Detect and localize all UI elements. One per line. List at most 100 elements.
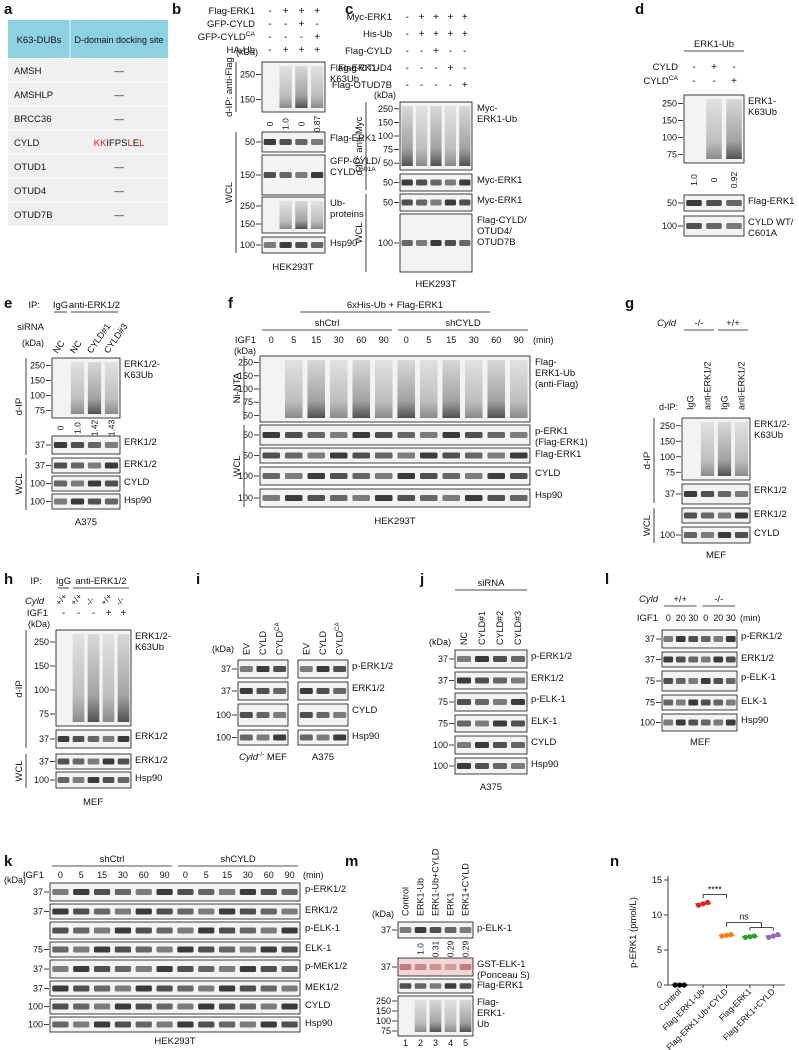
blot-band [688,719,699,726]
site-residue: E [133,138,139,149]
text-sup: CA [274,621,281,631]
blot-label: p-ERK1 [535,426,568,437]
blot-band [117,758,130,765]
blot-band [263,242,277,248]
blot-smear [726,99,742,159]
blot-band [135,1021,152,1028]
lane-label: EV [301,643,311,655]
condition-sign: - [284,32,287,43]
blot-band [256,688,270,694]
time-point: 15 [311,335,321,345]
condition-name: IGF1 [27,608,48,619]
group-label: ERK1-Ub [694,39,734,50]
dub-name: OTUD7B [14,210,53,221]
lane-number: 1 [403,1038,408,1048]
blot-band [713,719,724,726]
blot-band [700,532,715,538]
blot-band [706,200,722,206]
blot [49,959,301,979]
panel-label: j [419,571,424,588]
blot-band [239,666,253,672]
mw-marker: 50 [383,198,393,208]
blot-band [102,736,115,742]
blot-band [281,1021,298,1028]
condition-sign: - [62,608,65,619]
mw-marker: 37 [33,964,43,974]
time-point: 60 [264,870,274,880]
blot-label: ERK1/2 [754,509,787,520]
blot-band [73,889,90,895]
blot-label: ERK1/2- [754,419,790,430]
mw-marker: 100 [433,761,448,771]
blot-band [307,495,326,501]
blot [661,629,738,649]
blot-band [352,473,371,479]
genotype-label: Cyld [25,596,45,607]
condition-sign: - [315,19,318,30]
blot-label: (Ponceau S) [477,970,530,981]
blot-band [281,946,298,953]
blot-smear [102,634,115,722]
blot-band [415,240,428,246]
blot-band [444,964,457,970]
blot-band [198,1003,215,1010]
blot-smear [429,1000,442,1032]
blot [49,980,301,997]
blot-band [156,908,173,915]
condition-sign: - [420,46,423,57]
side-label: d-IP [14,680,25,697]
condition-sign: - [406,63,409,74]
y-tick-label: 15 [652,875,662,885]
blot-band [444,927,457,933]
blot-band [474,656,490,662]
condition-sign: - [449,80,452,91]
lane-label: CYLDCA [334,621,345,655]
blot-band [102,777,115,783]
blot-label: p-ELK-1 [531,694,566,705]
text-tail: MEF [264,752,287,763]
mw-marker: 75 [438,719,448,729]
blot-band [93,1003,111,1010]
blot-band [509,473,528,479]
blot-band [725,719,736,726]
blot-band [72,758,85,765]
blot-band [87,736,100,742]
blot-label: K63Ub [135,642,164,653]
condition-sign: + [447,63,453,74]
condition-name: Flag-OTUD7B [332,80,392,91]
blot-smear [487,360,506,418]
blot-band [374,495,393,501]
blot-smear [459,106,471,166]
blot-smear [401,106,413,166]
condition-sign: - [77,608,80,619]
mw-marker: 100 [34,775,49,785]
blot-band [442,452,461,459]
condition-name: GFP-CYLDCA [198,31,256,43]
blot-smear [419,360,438,418]
lane-label: CYLD#2 [495,611,505,645]
blot-band [273,734,287,741]
blot-band [374,473,393,479]
blot-band [284,495,303,501]
blot-band [52,985,69,992]
blot-band [401,240,413,246]
blot-label: ERK1/2- [124,359,160,370]
table-row [8,107,168,130]
mw-marker: 100 [28,1020,43,1030]
blot-band [256,734,270,741]
time-point: 30 [726,613,736,623]
blot [454,714,528,733]
blot-smear [279,201,292,229]
blot-band [281,966,298,972]
blot-band [352,452,371,459]
blot-label: Flag-ERK1 [330,133,376,144]
condition-sign: + [106,608,112,619]
data-point [751,933,758,939]
group-label: IgG [56,576,71,587]
y-tick-label: 5 [657,945,662,955]
blot-band [414,983,427,989]
mw-marker: 37 [33,907,43,917]
ip-label: IP: [30,576,42,587]
blot-band [52,1003,69,1010]
